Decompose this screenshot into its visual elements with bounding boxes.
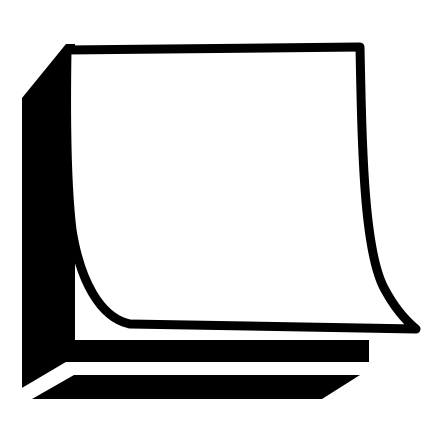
note-stack-body <box>22 44 369 388</box>
note-pad-base <box>32 375 360 399</box>
sticky-note-sheet <box>62 42 421 334</box>
base-gap-line <box>22 362 72 394</box>
